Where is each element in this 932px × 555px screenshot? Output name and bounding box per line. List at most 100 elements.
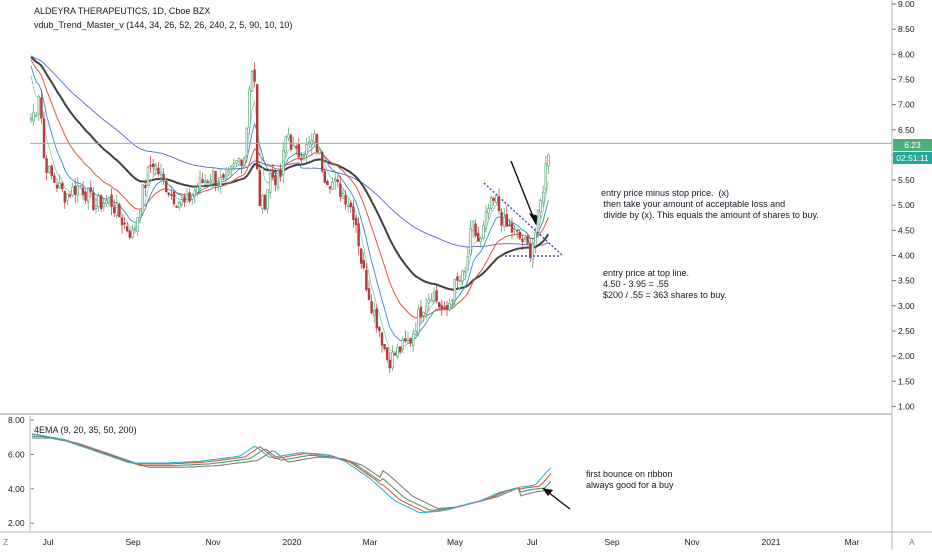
candle-body: [128, 230, 131, 238]
candle-body: [378, 326, 381, 332]
price-tick-label: 1.50: [898, 376, 915, 386]
candle-body: [63, 191, 67, 203]
candle-body: [518, 231, 522, 239]
candle-body: [232, 163, 235, 167]
candle-body: [482, 225, 485, 239]
candle-body: [544, 163, 548, 190]
candle-body: [287, 134, 290, 139]
price-tick-label: 4.00: [898, 251, 915, 261]
candle-body: [430, 299, 433, 302]
candle-body: [445, 305, 449, 310]
candle-body: [354, 218, 358, 226]
note-calculation: entry price at top line. 4.50 - 3.95 = .…: [603, 268, 727, 300]
candle-body: [60, 183, 64, 189]
last-price-badge: 6.23: [893, 139, 932, 151]
candle-body: [79, 185, 82, 188]
candle-body: [419, 306, 423, 317]
candle-body: [474, 223, 477, 237]
candle-body: [245, 128, 248, 157]
ema-cyan: [31, 433, 552, 514]
candle-body: [515, 229, 519, 232]
candle-body: [183, 197, 186, 203]
candle-body: [536, 209, 540, 233]
arrow-head: [528, 213, 538, 226]
ribbon-arrow-head: [542, 488, 553, 496]
candle-body: [123, 222, 126, 225]
candle-body: [547, 154, 550, 167]
candle-body: [53, 175, 56, 183]
candle-body: [201, 179, 204, 183]
candle-body: [271, 172, 274, 178]
candle-body: [292, 145, 295, 147]
auto-scale-button[interactable]: A: [909, 537, 915, 547]
candle-body: [385, 347, 389, 360]
candle-body: [497, 196, 501, 211]
candle-body: [388, 359, 391, 369]
candle-body: [188, 192, 191, 202]
note-entry-stop: entry price minus stop price. (x) then t…: [601, 188, 819, 220]
candle-body: [310, 139, 313, 146]
lower-tick-label: 8.00: [8, 415, 25, 425]
candle-body: [344, 195, 347, 205]
symbol-title[interactable]: ALDEYRA THERAPEUTICS, 1D, Cboe BZX: [34, 6, 211, 16]
candle-body: [398, 346, 402, 353]
candle-body: [476, 232, 480, 242]
indicator-title[interactable]: vdub_Trend_Master_v (144, 34, 26, 52, 26…: [34, 20, 293, 30]
candle-body: [443, 307, 446, 309]
candle-body: [336, 179, 339, 183]
candle-body: [165, 181, 168, 193]
price-tick-label: 2.50: [898, 326, 915, 336]
zoom-corner-button[interactable]: Z: [3, 537, 8, 547]
candle-body: [466, 255, 469, 270]
candle-body: [87, 188, 90, 202]
candle-body: [401, 339, 404, 350]
candle-body: [139, 210, 142, 219]
candle-body: [469, 228, 472, 255]
time-label: Jul: [527, 537, 538, 547]
ema-gray: [32, 437, 552, 509]
candle-body: [159, 171, 163, 176]
ma-long-blue: [30, 55, 549, 248]
candle-body: [167, 192, 170, 195]
candle-body: [427, 299, 430, 304]
triangle-upper-line: [483, 182, 564, 257]
price-tick-label: 1.00: [898, 401, 915, 411]
lower-indicator-title[interactable]: 4EMA (9, 20, 35, 50, 200): [34, 425, 137, 435]
candle-body: [284, 136, 287, 153]
candle-body: [505, 213, 508, 227]
candle-body: [417, 308, 420, 334]
candle-body: [383, 344, 386, 349]
price-tick-label: 3.50: [898, 276, 915, 286]
candle-body: [243, 158, 246, 166]
candle-body: [237, 157, 241, 162]
candle-body: [411, 333, 415, 346]
candle-body: [479, 238, 482, 243]
candle-body: [170, 194, 173, 196]
candle-body: [196, 186, 199, 193]
candle-body: [227, 170, 230, 173]
candle-body: [154, 164, 157, 171]
candle-body: [180, 199, 183, 205]
candle-body: [440, 305, 443, 310]
candle-body: [193, 189, 196, 196]
time-label: Mar: [363, 537, 378, 547]
lower-tick-label: 6.00: [8, 449, 25, 459]
candle-body: [105, 200, 108, 204]
candles-group: [29, 61, 550, 373]
candle-body: [448, 303, 451, 311]
ema-green: [32, 435, 552, 511]
candle-body: [157, 167, 160, 175]
candle-body: [370, 301, 373, 314]
candle-body: [276, 170, 280, 189]
price-tick-label: 2.00: [898, 351, 915, 361]
arrow-shaft: [510, 160, 537, 225]
candle-body: [76, 185, 80, 196]
time-label: Mar: [845, 537, 860, 547]
candle-body: [42, 118, 46, 158]
candle-body: [513, 228, 516, 231]
candle-body: [372, 310, 376, 316]
candle-body: [523, 237, 527, 240]
candle-body: [89, 187, 93, 192]
